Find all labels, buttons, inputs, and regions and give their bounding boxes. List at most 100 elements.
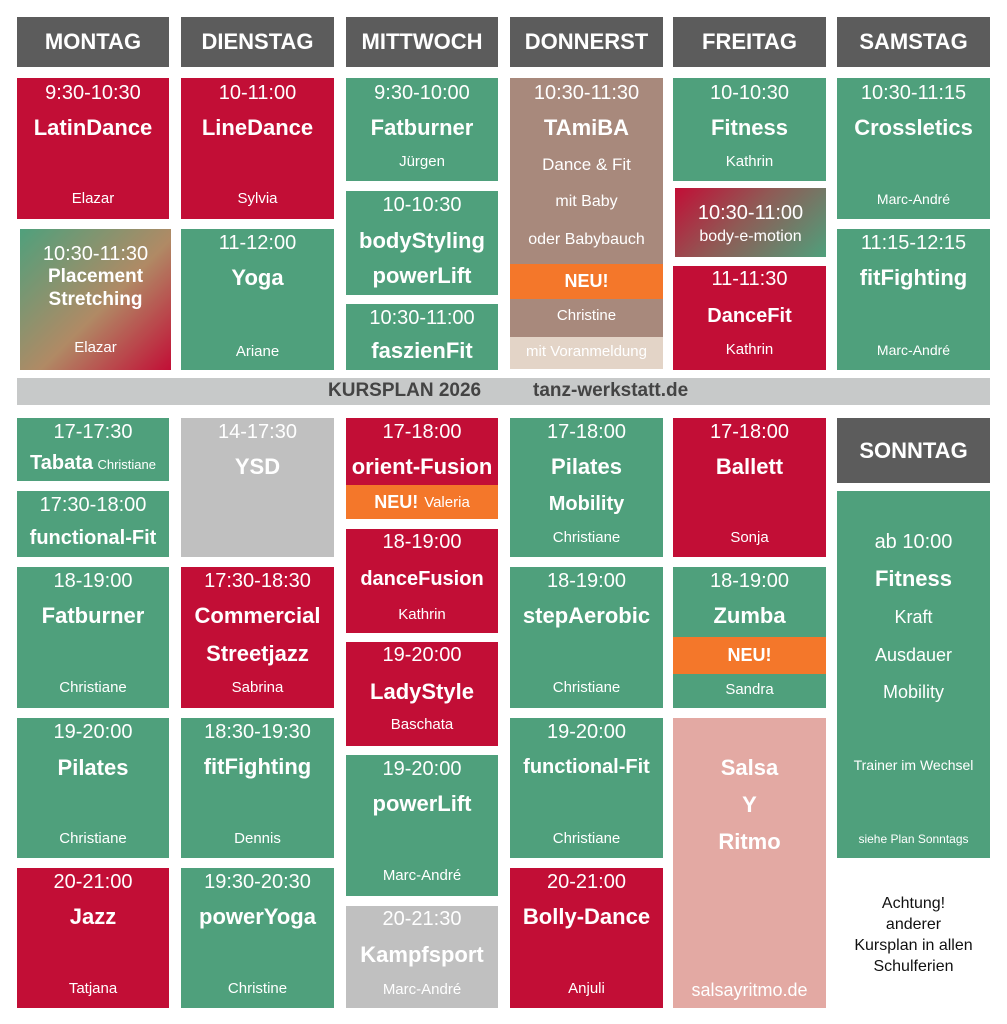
course-card-dancefit[interactable]: 11-11:30 DanceFit Kathrin <box>673 266 826 370</box>
course-card-pilates-mobility[interactable]: 17-18:00 Pilates Mobility Christiane <box>510 418 663 557</box>
course-time: 17-18:00 <box>547 421 626 443</box>
course-name: stepAerobic <box>522 603 651 628</box>
course-card-faszienfit[interactable]: 10:30-11:00 faszienFit <box>346 304 498 370</box>
course-card-fitfighting-tue[interactable]: 18:30-19:30 fitFighting Dennis <box>181 718 334 858</box>
course-time: 10:30-11:30 <box>533 82 640 104</box>
course-name: fitFighting <box>203 754 312 779</box>
course-name: powerYoga <box>199 904 316 929</box>
course-name: DanceFit <box>707 305 792 327</box>
course-trainer: Elazar <box>71 190 115 207</box>
banner-website[interactable]: tanz-werkstatt.de <box>533 380 689 401</box>
course-card-placement-stretching[interactable]: 10:30-11:30 Placement Stretching Elazar <box>20 229 171 370</box>
course-name: Crossletics <box>854 115 973 140</box>
course-time: 10-10:30 <box>382 194 462 216</box>
course-card-commercial-streetjazz[interactable]: 17:30-18:30 Commercial Streetjazz Sabrin… <box>181 567 334 708</box>
course-name: powerLift <box>372 791 472 816</box>
course-time: 10-10:30 <box>710 82 789 104</box>
new-badge-zumba: NEU! <box>673 637 826 674</box>
course-trainer: Anjuli <box>568 980 605 997</box>
course-time: 17-18:00 <box>710 421 789 443</box>
course-name: LadyStyle <box>370 679 474 704</box>
course-card-fatburner[interactable]: 18-19:00 Fatburner Christiane <box>17 567 169 708</box>
course-trainer: Christiane <box>59 830 127 847</box>
course-card-tamiba[interactable]: 10:30-11:30 TAmiBA Dance & Fit mit Baby … <box>510 78 663 264</box>
course-time: 11-11:30 <box>711 268 788 290</box>
course-name: fitFighting <box>859 265 968 290</box>
course-card-yoga[interactable]: 11-12:00 Yoga Ariane <box>181 229 334 370</box>
course-card-powerlift-wed[interactable]: 19-20:00 powerLift Marc-André <box>346 755 498 896</box>
day-header-donnerstag: DONNERST <box>510 17 663 67</box>
course-description-line1: Dance & Fit <box>542 155 631 174</box>
course-card-poweryoga[interactable]: 19:30-20:30 powerYoga Christine <box>181 868 334 1008</box>
course-trainer: Dennis <box>234 830 281 847</box>
course-card-fatburner-wed[interactable]: 9:30-10:00 Fatburner Jürgen <box>346 78 498 181</box>
course-card-bodystyling-powerlift[interactable]: 10-10:30 bodyStyling powerLift <box>346 191 498 295</box>
day-header-dienstag: DIENSTAG <box>181 17 334 67</box>
course-card-latindance[interactable]: 9:30-10:30 LatinDance Elazar <box>17 78 169 219</box>
course-card-jazz[interactable]: 20-21:00 Jazz Tatjana <box>17 868 169 1008</box>
course-card-functional-fit[interactable]: 17:30-18:00 functional-Fit <box>17 491 169 557</box>
course-trainer: Valeria <box>424 493 470 511</box>
course-trainer: Marc-André <box>876 191 951 207</box>
day-header-mittwoch: MITTWOCH <box>346 17 498 67</box>
course-card-pilates[interactable]: 19-20:00 Pilates Christiane <box>17 718 169 858</box>
course-name: Fatburner <box>370 115 474 140</box>
course-name: Fatburner <box>41 603 145 628</box>
course-time: 19-20:00 <box>547 721 626 743</box>
course-card-dancefusion[interactable]: 18-19:00 danceFusion Kathrin <box>346 529 498 633</box>
course-card-sunday-fitness[interactable]: ab 10:00 Fitness Kraft Ausdauer Mobility… <box>837 491 990 858</box>
course-trainer: Ariane <box>235 343 280 360</box>
course-description-line1: Kraft <box>894 607 933 627</box>
course-trainer: Sonja <box>730 529 769 546</box>
course-card-ysd[interactable]: 14-17:30 YSD <box>181 418 334 557</box>
new-badge-tamiba: NEU! <box>510 264 663 299</box>
course-trainer: Sabrina <box>231 679 284 696</box>
course-card-orient-fusion[interactable]: 17-18:00 orient-Fusion <box>346 418 498 485</box>
course-trainer: Kathrin <box>398 606 446 623</box>
course-card-bolly-dance[interactable]: 20-21:00 Bolly-Dance Anjuli <box>510 868 663 1008</box>
course-trainer: Tatjana <box>68 980 118 997</box>
course-trainer: Sandra <box>725 681 774 698</box>
day-header-samstag: SAMSTAG <box>837 17 990 67</box>
holiday-notice-line3: Kursplan in allen <box>854 937 973 954</box>
course-time: 18:30-19:30 <box>204 721 311 743</box>
course-card-body-e-motion[interactable]: 10:30-11:00 body-e-motion <box>675 188 826 257</box>
course-card-crossletics[interactable]: 10:30-11:15 Crossletics Marc-André <box>837 78 990 219</box>
holiday-notice-line1: Achtung! <box>881 895 946 912</box>
course-time: 10:30-11:00 <box>369 307 475 329</box>
holiday-notice-line2: anderer <box>885 916 942 933</box>
course-time: 17:30-18:30 <box>204 570 311 592</box>
course-card-fitness-fri[interactable]: 10-10:30 Fitness Kathrin <box>673 78 826 181</box>
course-name: LatinDance <box>33 115 153 140</box>
day-header-freitag: FREITAG <box>673 17 826 67</box>
course-time: 17-18:00 <box>382 421 462 443</box>
course-card-functional-fit-thu[interactable]: 19-20:00 functional-Fit Christiane <box>510 718 663 858</box>
course-time: 14-17:30 <box>218 421 297 443</box>
holiday-notice-line4: Schulferien <box>873 958 954 975</box>
course-name: Fitness <box>710 115 789 140</box>
course-name-row: Tabata Christiane <box>17 452 169 475</box>
course-name: orient-Fusion <box>351 454 493 479</box>
course-trainer: Elazar <box>74 339 117 356</box>
course-trainer: Sylvia <box>237 190 278 207</box>
course-card-kampfsport[interactable]: 20-21:30 Kampfsport Marc-André <box>346 906 498 1008</box>
course-card-ladystyle[interactable]: 19-20:00 LadyStyle Baschata <box>346 642 498 746</box>
course-card-zumba[interactable]: 18-19:00 Zumba <box>673 567 826 637</box>
new-badge-orient-fusion: NEU! Valeria <box>346 485 498 519</box>
course-name: faszienFit <box>371 338 473 363</box>
course-time: 19-20:00 <box>382 644 462 666</box>
course-time: 20-21:00 <box>53 871 133 893</box>
course-card-linedance[interactable]: 10-11:00 LineDance Sylvia <box>181 78 334 219</box>
course-name: Pilates <box>551 454 622 479</box>
course-card-fitfighting-sat[interactable]: 11:15-12:15 fitFighting Marc-André <box>837 229 990 370</box>
course-card-stepaerobic[interactable]: 18-19:00 stepAerobic Christiane <box>510 567 663 708</box>
website-link[interactable]: salsayritmo.de <box>691 980 808 1000</box>
course-card-ballett[interactable]: 17-18:00 Ballett Sonja <box>673 418 826 557</box>
course-card-salsa-y-ritmo[interactable]: Salsa Y Ritmo salsayritmo.de <box>673 718 826 1008</box>
registration-note: mit Voranmeldung <box>510 337 663 369</box>
course-card-tabata[interactable]: 17-17:30 Tabata Christiane <box>17 418 169 481</box>
banner-title: KURSPLAN 2026 <box>328 380 482 401</box>
course-name-line3: Ritmo <box>718 829 781 854</box>
course-time: 10:30-11:30 <box>42 243 149 265</box>
course-trainer: Christiane <box>552 679 621 696</box>
